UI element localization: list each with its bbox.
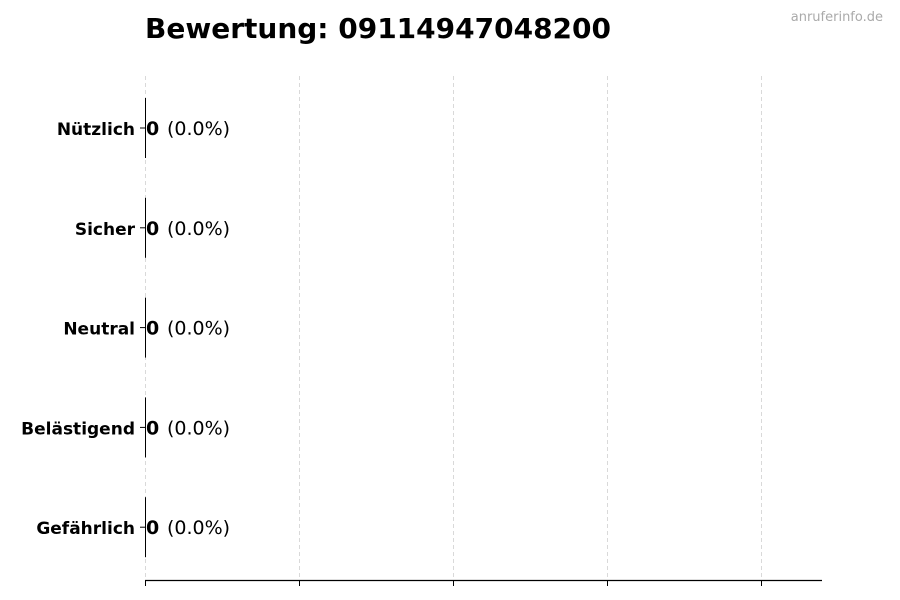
chart-title: Bewertung: 09114947048200 <box>145 12 611 45</box>
value-label: 0 <box>146 118 159 140</box>
bar <box>145 197 146 258</box>
percent-label: (0.0%) <box>167 118 230 140</box>
percent-label: (0.0%) <box>167 417 230 439</box>
value-label: 0 <box>146 218 159 240</box>
value-label: 0 <box>146 318 159 340</box>
watermark: anruferinfo.de <box>790 10 883 25</box>
value-label: 0 <box>146 417 159 439</box>
category-label: Gefährlich <box>36 519 135 539</box>
category-label: Neutral <box>63 320 135 340</box>
bar <box>145 98 146 158</box>
percent-label: (0.0%) <box>167 517 230 539</box>
percent-label: (0.0%) <box>167 218 230 240</box>
bar <box>145 497 146 558</box>
bar <box>145 397 146 458</box>
category-label: Nützlich <box>57 120 135 140</box>
value-label: 0 <box>146 517 159 539</box>
percent-label: (0.0%) <box>167 318 230 340</box>
bar <box>145 297 146 358</box>
category-label: Sicher <box>75 220 136 240</box>
category-label: Belästigend <box>21 419 135 439</box>
